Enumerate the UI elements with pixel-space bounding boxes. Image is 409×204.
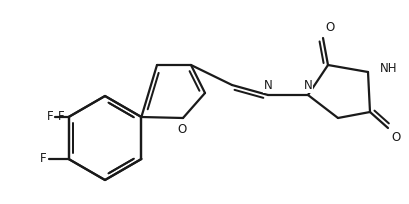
Text: NH: NH (380, 61, 398, 74)
Text: N: N (264, 79, 272, 92)
Text: O: O (178, 123, 187, 136)
Text: F: F (47, 111, 54, 123)
Text: N: N (303, 79, 312, 92)
Text: O: O (391, 131, 400, 144)
Text: O: O (325, 21, 334, 34)
Text: F: F (58, 111, 65, 123)
Text: F: F (40, 153, 47, 165)
